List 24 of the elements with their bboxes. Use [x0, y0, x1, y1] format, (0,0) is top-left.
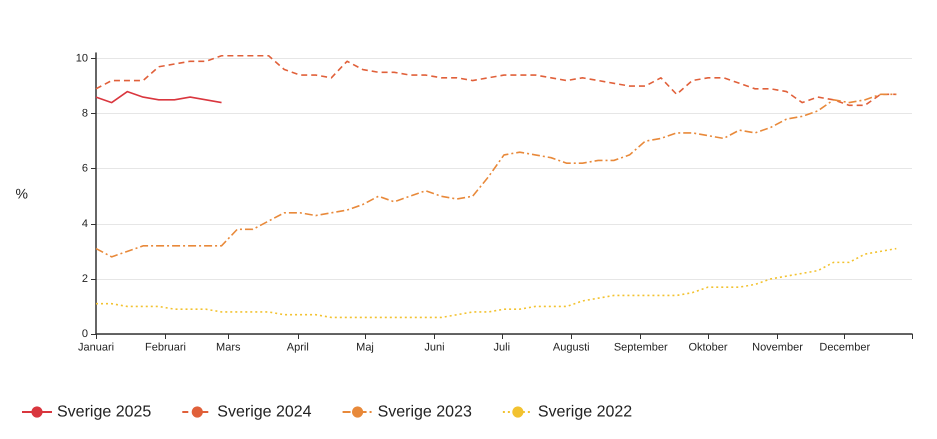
x-tick-label: Januari: [78, 342, 114, 354]
x-tick-label: December: [819, 342, 870, 354]
y-tick-label: 0: [82, 328, 88, 340]
x-tick-label: Juli: [494, 342, 510, 354]
y-tick-label: 4: [82, 218, 88, 230]
legend-label: Sverige 2024: [217, 404, 312, 420]
y-axis-title: %: [16, 186, 28, 202]
y-tick-label: 10: [76, 52, 88, 65]
x-tick-label: Juni: [424, 342, 445, 354]
x-tick-label: November: [752, 342, 804, 354]
x-tick-label: Februari: [145, 342, 186, 354]
legend-label: Sverige 2022: [538, 404, 632, 420]
x-tick-label: Augusti: [552, 342, 590, 354]
legend-label: Sverige 2023: [378, 404, 472, 420]
x-tick-label: Oktober: [688, 342, 728, 354]
x-tick-label: April: [286, 342, 309, 354]
x-tick-label: Mars: [216, 342, 241, 354]
y-tick-label: 2: [82, 272, 88, 285]
line-series: [95, 90, 222, 104]
x-tick-label: Maj: [356, 342, 374, 354]
legend-label: Sverige 2025: [57, 404, 152, 420]
x-tick-label: September: [614, 342, 668, 354]
y-tick-label: 8: [82, 108, 88, 120]
y-tick-label: 6: [82, 162, 88, 175]
